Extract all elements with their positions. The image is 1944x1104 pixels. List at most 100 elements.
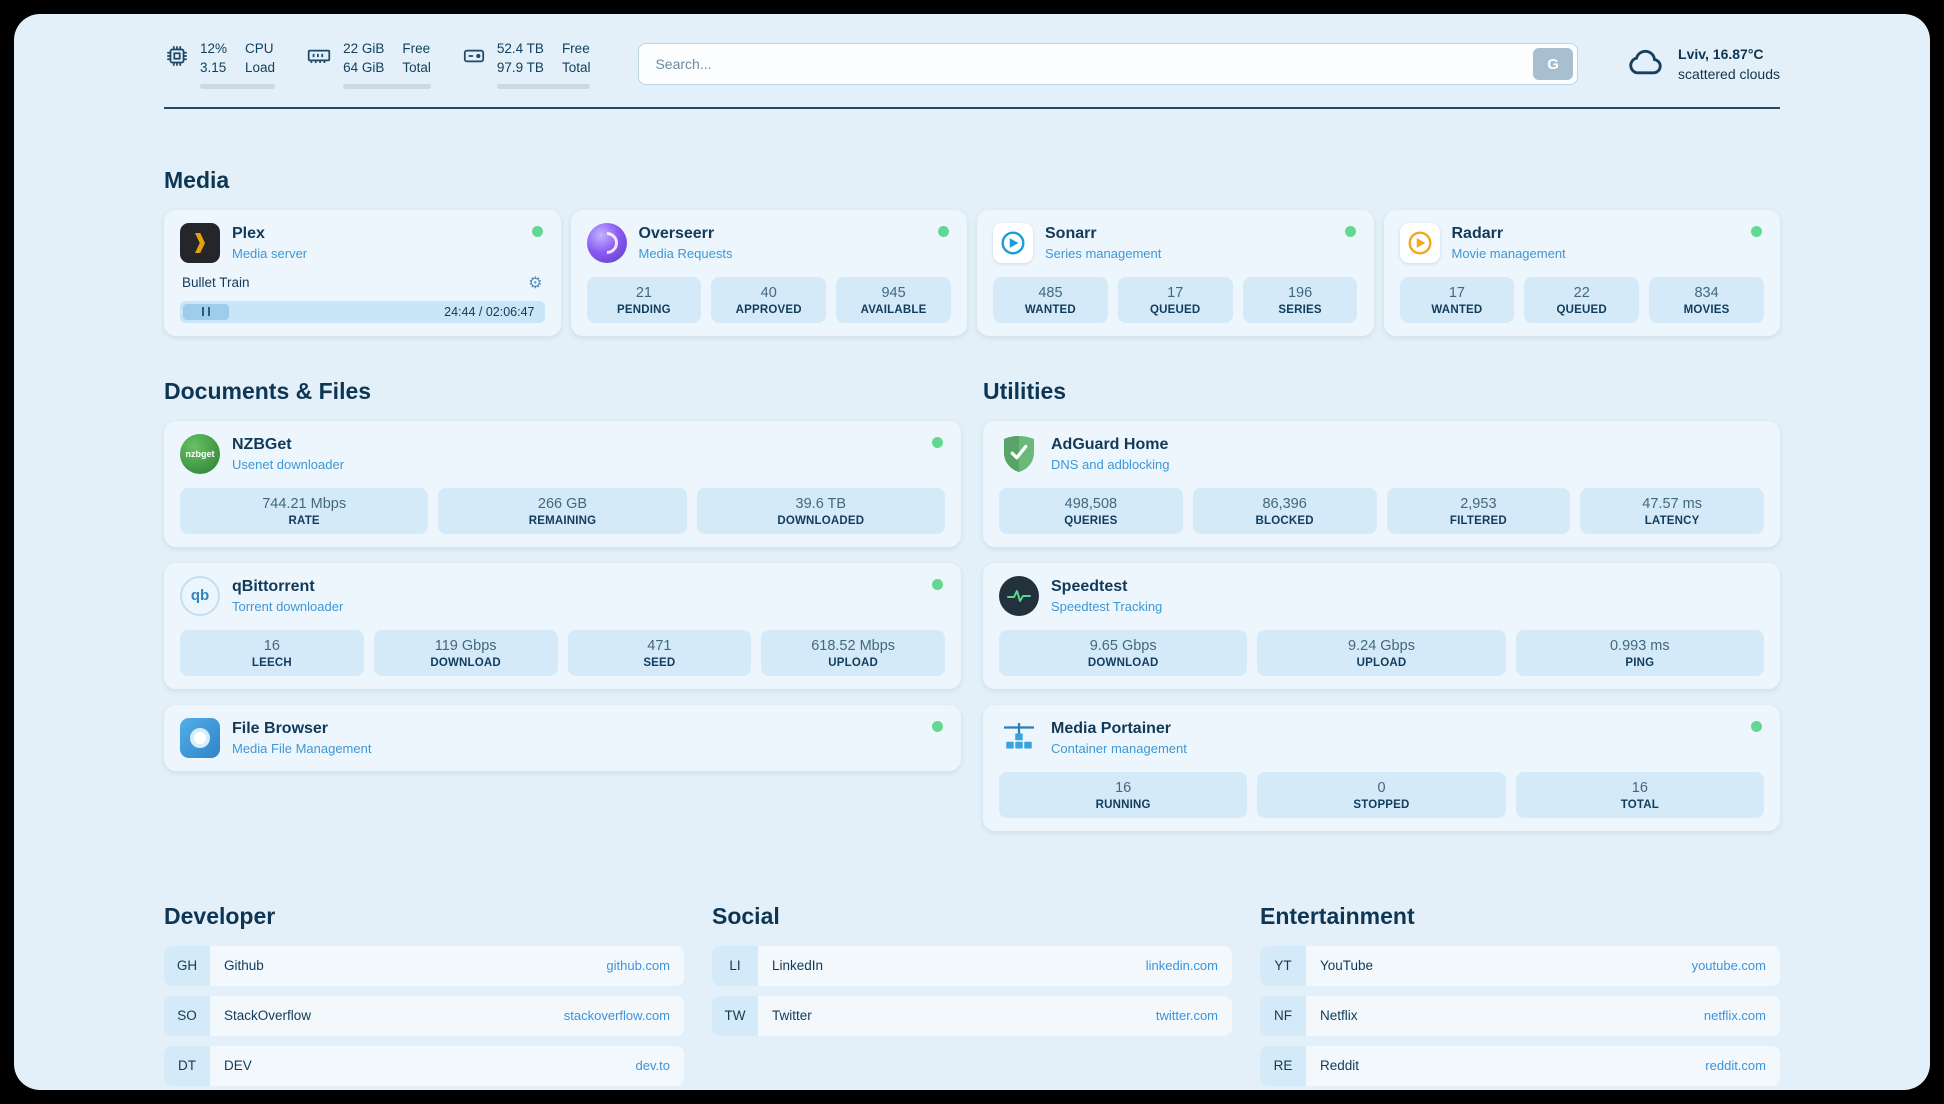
status-dot — [531, 225, 543, 237]
disk-progress-bar — [496, 83, 591, 89]
service-name: Sonarr — [1045, 224, 1097, 242]
bookmark-reddit[interactable]: RE Reddit reddit.com — [1260, 1045, 1780, 1086]
nzbget-icon: nzbget — [180, 433, 220, 474]
service-link-adguard[interactable]: AdGuard Home DNS and adblocking — [999, 434, 1764, 474]
bookmark-name: Twitter — [772, 1008, 812, 1024]
service-name: AdGuard Home — [1051, 435, 1169, 453]
utilities-section-title: Utilities — [983, 377, 1067, 404]
pause-button[interactable] — [183, 303, 229, 320]
service-name: Overseerr — [638, 224, 715, 242]
portainer-icon — [999, 718, 1039, 758]
cpu-load-label: Load — [245, 59, 276, 75]
service-link-speedtest[interactable]: Speedtest Speedtest Tracking — [999, 575, 1764, 616]
hard-drive-icon — [461, 43, 487, 74]
service-subtitle: Series management — [1045, 245, 1162, 261]
cpu-readout: 12% CPU 3.15 Load — [200, 40, 276, 89]
bookmark-name: Github — [224, 958, 264, 974]
bookmark-url: reddit.com — [1705, 1058, 1766, 1074]
developer-section-title: Developer — [164, 902, 276, 929]
dashboard-screen: 12% CPU 3.15 Load 22 GiB Free 64 GiB Tot… — [14, 14, 1930, 1090]
service-name: Speedtest — [1051, 577, 1128, 595]
disk-total-value: 97.9 TB — [496, 59, 544, 75]
weather-text: Lviv, 16.87°C scattered clouds — [1678, 44, 1780, 85]
service-subtitle: Container management — [1051, 740, 1187, 756]
bookmark-name: StackOverflow — [224, 1008, 312, 1024]
weather-location: Lviv, 16.87°C — [1678, 46, 1764, 63]
service-card-plex: Plex Media server Bullet Train ⚙ 24:44 /… — [164, 209, 561, 336]
media-section-title: Media — [164, 166, 230, 193]
stat-upload: 618.52 Mbps UPLOAD — [761, 629, 945, 676]
stat-approved: 40 APPROVED — [711, 276, 827, 323]
bookmark-youtube[interactable]: YT YouTube youtube.com — [1260, 945, 1780, 986]
top-bar: 12% CPU 3.15 Load 22 GiB Free 64 GiB Tot… — [164, 40, 1780, 89]
service-link-overseerr[interactable]: Overseerr Media Requests — [586, 222, 952, 263]
entertainment-section-title: Entertainment — [1260, 902, 1415, 929]
bookmark-dev[interactable]: DT DEV dev.to — [164, 1045, 684, 1086]
status-dot — [932, 720, 943, 732]
service-card-overseerr: Overseerr Media Requests 21 PENDING 40 APP… — [570, 209, 967, 336]
stat-series: 196 SERIES — [1242, 276, 1358, 323]
playback-time: 24:44 / 02:06:47 — [444, 304, 535, 319]
bookmark-stackoverflow[interactable]: SO StackOverflow stackoverflow.com — [164, 995, 684, 1036]
service-name: File Browser — [232, 719, 329, 737]
bookmark-name: LinkedIn — [772, 958, 824, 974]
status-dot — [1751, 225, 1762, 237]
status-dot — [1751, 720, 1762, 732]
stat-queries: 498,508 QUERIES — [999, 487, 1183, 534]
service-link-nzbget[interactable]: nzbget NZBGet Usenet downloader — [180, 433, 945, 474]
service-card-portainer: Media Portainer Container management 16 R… — [983, 704, 1780, 831]
stat-running: 16 RUNNING — [999, 771, 1248, 818]
service-link-radarr[interactable]: Radarr Movie management — [1399, 222, 1765, 263]
search-input[interactable] — [638, 43, 1579, 86]
service-link-plex[interactable]: Plex Media server — [180, 222, 545, 263]
cpu-widget: 12% CPU 3.15 Load — [164, 40, 276, 89]
bookmark-github[interactable]: GH Github github.com — [164, 945, 684, 986]
middle-columns: Documents & Files nzbget NZBGet Usenet d… — [164, 378, 1780, 831]
stat-rate: 744.21 Mbps RATE — [180, 487, 429, 534]
service-card-qbittorrent: qb qBittorrent Torrent downloader 16 LEEC… — [164, 562, 961, 689]
stat-wanted: 17 WANTED — [1399, 276, 1515, 323]
bookmark-name: Reddit — [1320, 1058, 1360, 1074]
bookmark-linkedin[interactable]: LI LinkedIn linkedin.com — [712, 945, 1232, 986]
playback-progress-bar[interactable]: 24:44 / 02:06:47 — [180, 300, 545, 323]
service-link-filebrowser[interactable]: File Browser Media File Management — [180, 717, 945, 758]
service-card-adguard: AdGuard Home DNS and adblocking 498,508 Q… — [983, 420, 1780, 547]
cpu-chip-icon — [164, 43, 190, 74]
stat-leech: 16 LEECH — [180, 629, 364, 676]
cloud-icon — [1626, 47, 1666, 82]
gear-icon[interactable]: ⚙ — [528, 274, 543, 292]
bookmark-abbr: LI — [712, 945, 758, 986]
bookmark-url: stackoverflow.com — [563, 1008, 670, 1024]
disk-readout: 52.4 TB Free 97.9 TB Total — [496, 40, 591, 89]
speedtest-icon — [999, 575, 1039, 616]
disk-total-label: Total — [561, 59, 591, 75]
bookmark-name: YouTube — [1320, 958, 1374, 974]
status-dot — [938, 225, 949, 237]
service-link-portainer[interactable]: Media Portainer Container management — [999, 718, 1764, 758]
bookmark-abbr: YT — [1260, 945, 1306, 986]
cpu-usage-label: CPU — [245, 41, 274, 56]
ram-icon — [305, 43, 333, 74]
service-subtitle: Speedtest Tracking — [1051, 598, 1163, 614]
section-documents: Documents & Files nzbget NZBGet Usenet d… — [164, 378, 961, 831]
adguard-shield-icon — [999, 434, 1039, 474]
dashboard-main: 12% CPU 3.15 Load 22 GiB Free 64 GiB Tot… — [14, 14, 1930, 1090]
memory-free-label: Free — [402, 41, 431, 56]
bookmark-abbr: SO — [164, 995, 210, 1036]
bookmark-url: dev.to — [635, 1058, 670, 1074]
bookmark-url: linkedin.com — [1145, 958, 1218, 974]
stat-filtered: 2,953 FILTERED — [1386, 487, 1571, 534]
service-name: Media Portainer — [1051, 719, 1172, 737]
bookmark-url: twitter.com — [1155, 1008, 1218, 1024]
bookmark-name: DEV — [224, 1058, 252, 1074]
search-provider-button[interactable]: G — [1533, 48, 1574, 81]
service-link-qbittorrent[interactable]: qb qBittorrent Torrent downloader — [180, 575, 945, 616]
search-bar: G — [638, 43, 1579, 86]
section-utilities: Utilities AdGuard Home DNS and adblockin… — [983, 378, 1780, 831]
bookmark-abbr: RE — [1260, 1045, 1306, 1086]
weather-condition: scattered clouds — [1678, 66, 1780, 83]
service-link-sonarr[interactable]: Sonarr Series management — [993, 222, 1358, 263]
bookmark-twitter[interactable]: TW Twitter twitter.com — [712, 995, 1232, 1036]
bookmark-netflix[interactable]: NF Netflix netflix.com — [1260, 995, 1780, 1036]
stat-downloaded: 39.6 TB DOWNLOADED — [696, 487, 945, 534]
